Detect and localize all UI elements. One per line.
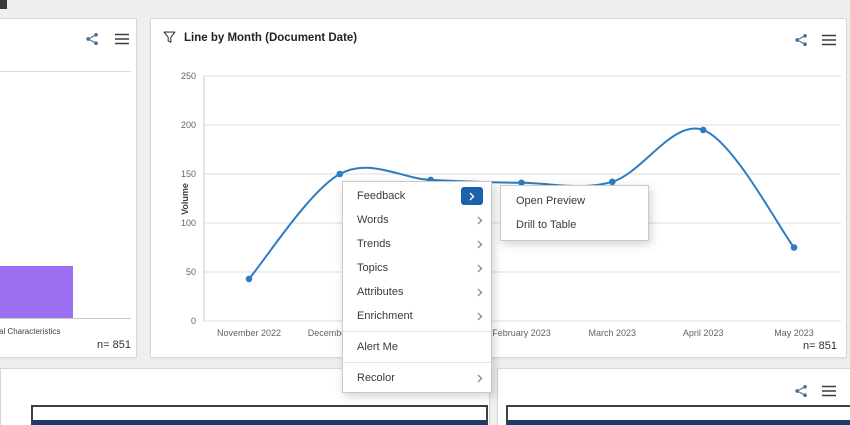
bar-segment[interactable] <box>0 266 73 318</box>
menu-divider <box>343 331 491 332</box>
content-frame <box>31 405 488 425</box>
menu-icon[interactable] <box>821 32 837 48</box>
chevron-right-icon <box>477 216 483 225</box>
bottom-right-widget <box>497 368 850 425</box>
svg-text:50: 50 <box>186 267 196 277</box>
submenu-item-drill-to-table[interactable]: Drill to Table <box>501 213 648 237</box>
menu-item-alert-me[interactable]: Alert Me <box>343 335 491 359</box>
submenu-item-label: Drill to Table <box>516 219 577 231</box>
clipped-icon <box>0 0 7 9</box>
frame-header-band <box>33 420 486 425</box>
menu-item-feedback[interactable]: Feedback <box>343 184 491 208</box>
menu-item-label: Topics <box>357 262 389 274</box>
chevron-right-icon <box>477 374 483 383</box>
menu-item-enrichment[interactable]: Enrichment <box>343 304 491 328</box>
menu-item-label: Enrichment <box>357 310 413 322</box>
menu-item-label: Attributes <box>357 286 404 298</box>
svg-text:March 2023: March 2023 <box>589 328 637 338</box>
menu-item-label: Recolor <box>357 372 395 384</box>
menu-item-label: Feedback <box>357 190 406 202</box>
menu-icon[interactable] <box>114 31 130 47</box>
menu-item-recolor[interactable]: Recolor <box>343 366 491 390</box>
frame-header-band <box>508 420 850 425</box>
share-icon[interactable] <box>84 31 100 47</box>
n-count: n= 851 <box>803 340 837 352</box>
share-icon[interactable] <box>793 383 809 399</box>
svg-text:200: 200 <box>181 120 196 130</box>
menu-item-label: Trends <box>357 238 391 250</box>
menu-item-trends[interactable]: Trends <box>343 232 491 256</box>
menu-item-label: Alert Me <box>357 341 398 353</box>
menu-item-topics[interactable]: Topics <box>343 256 491 280</box>
axis-line <box>0 318 131 319</box>
menu-icon[interactable] <box>821 383 837 399</box>
widget-title: Line by Month (Document Date) <box>184 32 358 44</box>
menu-item-label: Words <box>357 214 389 226</box>
chevron-right-icon <box>477 240 483 249</box>
filter-icon[interactable] <box>163 31 176 49</box>
context-menu: Feedback Words Trends Topics Attributes Enric… <box>342 181 492 393</box>
n-count: n= 851 <box>97 339 131 351</box>
line-chart-widget: Line by Month (Document Date) 0 50 100 150 2… <box>150 18 847 358</box>
menu-item-attributes[interactable]: Attributes <box>343 280 491 304</box>
svg-text:Volume: Volume <box>180 183 190 215</box>
svg-text:November 2022: November 2022 <box>217 328 281 338</box>
chevron-right-icon <box>477 312 483 321</box>
menu-item-words[interactable]: Words <box>343 208 491 232</box>
svg-text:100: 100 <box>181 218 196 228</box>
context-submenu: Open Preview Drill to Table <box>500 185 649 241</box>
svg-text:May 2023: May 2023 <box>774 328 814 338</box>
chevron-right-icon <box>477 264 483 273</box>
submenu-item-label: Open Preview <box>516 195 586 207</box>
line-chart[interactable]: 0 50 100 150 200 250 November 2022 December 202… <box>151 19 848 359</box>
svg-text:0: 0 <box>191 316 196 326</box>
menu-divider <box>343 362 491 363</box>
category-label: al Characteristics <box>0 327 61 336</box>
svg-text:April 2023: April 2023 <box>683 328 724 338</box>
chevron-right-icon <box>477 288 483 297</box>
gridline <box>0 71 131 72</box>
chevron-right-icon[interactable] <box>461 187 483 205</box>
share-icon[interactable] <box>793 32 809 48</box>
svg-text:250: 250 <box>181 71 196 81</box>
svg-text:150: 150 <box>181 169 196 179</box>
svg-text:December 2022: December 2022 <box>308 328 372 338</box>
content-frame <box>506 405 850 425</box>
submenu-item-open-preview[interactable]: Open Preview <box>501 189 648 213</box>
svg-text:February 2023: February 2023 <box>492 328 551 338</box>
bar-chart-widget: al Characteristics n= 851 <box>0 18 137 358</box>
